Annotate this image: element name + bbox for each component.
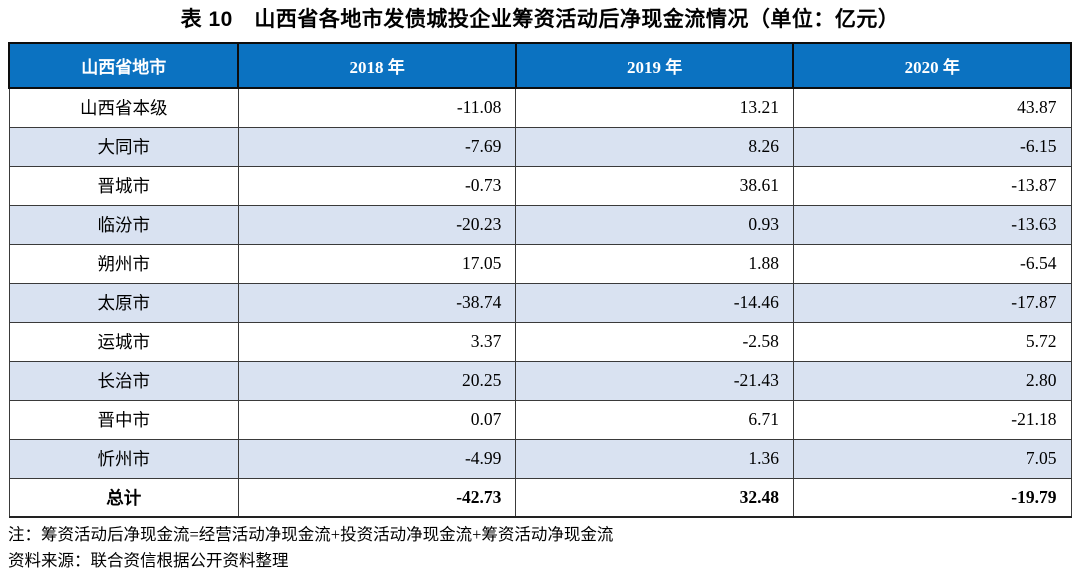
value-cell: -17.87 xyxy=(792,282,1072,323)
region-cell: 太原市 xyxy=(8,282,239,323)
column-header-2018: 2018 年 xyxy=(237,42,517,89)
table-body: 山西省本级 -11.08 13.21 43.87 大同市 -7.69 8.26 -6.15 晋城… xyxy=(8,87,1072,518)
value-cell: 6.71 xyxy=(515,399,794,440)
value-cell: -13.87 xyxy=(792,165,1072,206)
table-row: 晋中市 0.07 6.71 -21.18 xyxy=(8,399,1072,440)
region-cell: 大同市 xyxy=(8,126,239,167)
value-cell: -14.46 xyxy=(515,282,794,323)
table-row: 太原市 -38.74 -14.46 -17.87 xyxy=(8,282,1072,323)
value-cell: -20.23 xyxy=(237,204,517,245)
value-cell: -4.99 xyxy=(237,438,517,479)
table-row: 忻州市 -4.99 1.36 7.05 xyxy=(8,438,1072,479)
value-cell: -2.58 xyxy=(515,321,794,362)
value-cell: 20.25 xyxy=(237,360,517,401)
region-cell: 晋中市 xyxy=(8,399,239,440)
region-cell: 临汾市 xyxy=(8,204,239,245)
value-cell: -0.73 xyxy=(237,165,517,206)
table-title: 表 10 山西省各地市发债城投企业筹资活动后净现金流情况（单位：亿元） xyxy=(180,8,900,31)
table-row: 大同市 -7.69 8.26 -6.15 xyxy=(8,126,1072,167)
region-cell: 运城市 xyxy=(8,321,239,362)
value-cell: 0.07 xyxy=(237,399,517,440)
region-cell: 朔州市 xyxy=(8,243,239,284)
value-cell: 43.87 xyxy=(792,87,1072,128)
table-row: 山西省本级 -11.08 13.21 43.87 xyxy=(8,87,1072,128)
value-cell: 17.05 xyxy=(237,243,517,284)
value-cell: 7.05 xyxy=(792,438,1072,479)
column-header-region: 山西省地市 xyxy=(7,42,240,89)
value-cell: -13.63 xyxy=(792,204,1072,245)
value-cell: 0.93 xyxy=(515,204,794,245)
value-cell: 1.36 xyxy=(515,438,794,479)
value-cell: 5.72 xyxy=(792,321,1072,362)
region-cell: 总计 xyxy=(8,477,239,518)
value-cell: 8.26 xyxy=(515,126,794,167)
value-cell: -42.73 xyxy=(237,477,517,518)
region-cell: 山西省本级 xyxy=(8,87,239,128)
table-row: 运城市 3.37 -2.58 5.72 xyxy=(8,321,1072,362)
table-row: 晋城市 -0.73 38.61 -13.87 xyxy=(8,165,1072,206)
region-cell: 长治市 xyxy=(8,360,239,401)
value-cell: -6.15 xyxy=(792,126,1072,167)
column-header-2019: 2019 年 xyxy=(514,42,795,89)
value-cell: -7.69 xyxy=(237,126,517,167)
table-row: 临汾市 -20.23 0.93 -13.63 xyxy=(8,204,1072,245)
value-cell: -38.74 xyxy=(237,282,517,323)
table-row-total: 总计 -42.73 32.48 -19.79 xyxy=(8,477,1072,518)
value-cell: -21.18 xyxy=(792,399,1072,440)
cashflow-table: 山西省地市 2018 年 2019 年 2020 年 山西省本级 -11.08 13… xyxy=(7,42,1072,518)
value-cell: 3.37 xyxy=(237,321,517,362)
table-row: 朔州市 17.05 1.88 -6.54 xyxy=(8,243,1072,284)
note-line: 注：筹资活动后净现金流=经营活动净现金流+投资活动净现金流+筹资活动净现金流 xyxy=(8,525,614,544)
value-cell: 1.88 xyxy=(515,243,794,284)
region-cell: 晋城市 xyxy=(8,165,239,206)
value-cell: 32.48 xyxy=(515,477,794,518)
value-cell: -21.43 xyxy=(515,360,794,401)
value-cell: -19.79 xyxy=(792,477,1072,518)
source-line: 资料来源：联合资信根据公开资料整理 xyxy=(8,551,289,570)
region-cell: 忻州市 xyxy=(8,438,239,479)
value-cell: 13.21 xyxy=(515,87,794,128)
header-row: 山西省地市 2018 年 2019 年 2020 年 xyxy=(7,42,1072,89)
footnotes: 注：筹资活动后净现金流=经营活动净现金流+投资活动净现金流+筹资活动净现金流 资… xyxy=(8,522,1072,574)
table-row: 长治市 20.25 -21.43 2.80 xyxy=(8,360,1072,401)
value-cell: 38.61 xyxy=(515,165,794,206)
value-cell: 2.80 xyxy=(792,360,1072,401)
column-header-2020: 2020 年 xyxy=(792,42,1072,89)
value-cell: -11.08 xyxy=(237,87,517,128)
value-cell: -6.54 xyxy=(792,243,1072,284)
